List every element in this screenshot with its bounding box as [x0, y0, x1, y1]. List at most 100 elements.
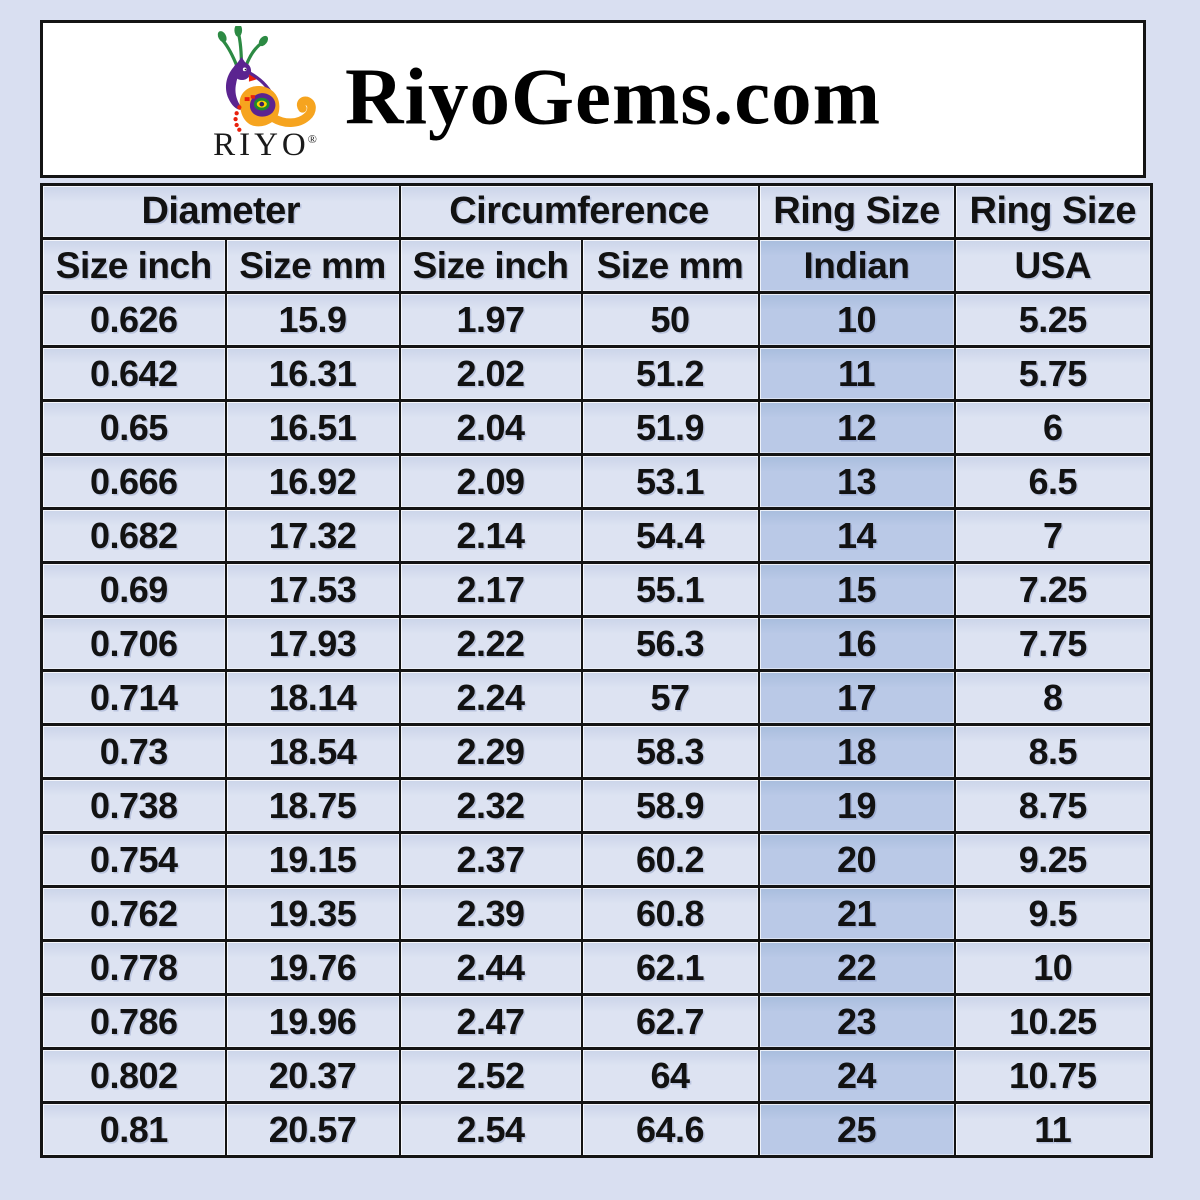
table-cell: 0.73 [40, 723, 227, 780]
table-cell: 0.786 [40, 993, 227, 1050]
table-cell: 18.14 [224, 669, 401, 726]
table-cell: 0.666 [40, 453, 227, 510]
table-cell: 9.25 [953, 831, 1153, 888]
table-cell: 0.754 [40, 831, 227, 888]
table-cell: 6 [953, 399, 1153, 456]
table-cell: 2.52 [398, 1047, 583, 1104]
table-row: 0.69 17.53 2.17 55.1 15 7.25 [40, 561, 1153, 618]
logo-brand: RIYO [213, 127, 310, 163]
table-cell: 51.9 [580, 399, 760, 456]
table-cell: 50 [580, 291, 760, 348]
table-cell: 8.5 [953, 723, 1153, 780]
header-banner: RIYO® RiyoGems.com [40, 20, 1146, 178]
table-row: 0.65 16.51 2.04 51.9 12 6 [40, 399, 1153, 456]
table-body: 0.626 15.9 1.97 50 10 5.25 0.642 16.31 2.02 51.2 1… [40, 291, 1153, 1158]
table-cell: 17 [757, 669, 956, 726]
registered-mark: ® [307, 132, 317, 146]
table-cell: 2.04 [398, 399, 583, 456]
table-row: 0.802 20.37 2.52 64 24 10.75 [40, 1047, 1153, 1104]
table-cell: 10 [757, 291, 956, 348]
table-cell: 64.6 [580, 1101, 760, 1158]
table-cell: 0.642 [40, 345, 227, 402]
column-header-indian: Indian [757, 237, 956, 294]
table-cell: 2.02 [398, 345, 583, 402]
table-cell: 20.57 [224, 1101, 401, 1158]
table-cell: 51.2 [580, 345, 760, 402]
table-cell: 62.7 [580, 993, 760, 1050]
table-cell: 25 [757, 1101, 956, 1158]
table-cell: 17.93 [224, 615, 401, 672]
table-cell: 2.39 [398, 885, 583, 942]
table-cell: 60.8 [580, 885, 760, 942]
group-header-row: Diameter Circumference Ring Size Ring Si… [40, 183, 1153, 240]
table-cell: 0.802 [40, 1047, 227, 1104]
table-cell: 16.31 [224, 345, 401, 402]
table-cell: 53.1 [580, 453, 760, 510]
table-cell: 11 [953, 1101, 1153, 1158]
table-cell: 6.5 [953, 453, 1153, 510]
table-row: 0.73 18.54 2.29 58.3 18 8.5 [40, 723, 1153, 780]
table-cell: 2.14 [398, 507, 583, 564]
table-cell: 55.1 [580, 561, 760, 618]
table-cell: 1.97 [398, 291, 583, 348]
table-cell: 18 [757, 723, 956, 780]
table-cell: 16.51 [224, 399, 401, 456]
table-cell: 22 [757, 939, 956, 996]
table-cell: 10.75 [953, 1047, 1153, 1104]
column-header-diameter-mm: Size mm [224, 237, 401, 294]
group-header-diameter: Diameter [40, 183, 401, 240]
table-cell: 17.32 [224, 507, 401, 564]
table-cell: 58.9 [580, 777, 760, 834]
table-cell: 57 [580, 669, 760, 726]
table-cell: 2.29 [398, 723, 583, 780]
table-cell: 10 [953, 939, 1153, 996]
table-cell: 60.2 [580, 831, 760, 888]
table-cell: 12 [757, 399, 956, 456]
table-cell: 18.54 [224, 723, 401, 780]
table-cell: 19.76 [224, 939, 401, 996]
table-row: 0.714 18.14 2.24 57 17 8 [40, 669, 1153, 726]
table-cell: 13 [757, 453, 956, 510]
table-cell: 23 [757, 993, 956, 1050]
table-cell: 0.706 [40, 615, 227, 672]
table-cell: 5.75 [953, 345, 1153, 402]
table-cell: 20 [757, 831, 956, 888]
table-cell: 24 [757, 1047, 956, 1104]
table-cell: 7.75 [953, 615, 1153, 672]
table-cell: 2.37 [398, 831, 583, 888]
site-title: RiyoGems.com [345, 51, 882, 142]
table-cell: 0.81 [40, 1101, 227, 1158]
table-row: 0.762 19.35 2.39 60.8 21 9.5 [40, 885, 1153, 942]
table-cell: 2.44 [398, 939, 583, 996]
table-cell: 0.714 [40, 669, 227, 726]
table-cell: 2.24 [398, 669, 583, 726]
table-cell: 2.32 [398, 777, 583, 834]
table-cell: 7.25 [953, 561, 1153, 618]
table-cell: 9.5 [953, 885, 1153, 942]
table-cell: 2.17 [398, 561, 583, 618]
table-cell: 0.762 [40, 885, 227, 942]
table-cell: 20.37 [224, 1047, 401, 1104]
table-cell: 56.3 [580, 615, 760, 672]
group-header-circumference: Circumference [398, 183, 760, 240]
table-cell: 2.54 [398, 1101, 583, 1158]
table-row: 0.778 19.76 2.44 62.1 22 10 [40, 939, 1153, 996]
logo-brand-text: RIYO® [185, 129, 345, 162]
table-cell: 18.75 [224, 777, 401, 834]
ring-size-table: Diameter Circumference Ring Size Ring Si… [40, 183, 1154, 1158]
table-row: 0.786 19.96 2.47 62.7 23 10.25 [40, 993, 1153, 1050]
table-cell: 8 [953, 669, 1153, 726]
table-cell: 14 [757, 507, 956, 564]
table-cell: 19 [757, 777, 956, 834]
table-cell: 17.53 [224, 561, 401, 618]
table-row: 0.81 20.57 2.54 64.6 25 11 [40, 1101, 1153, 1158]
table-cell: 0.778 [40, 939, 227, 996]
table-row: 0.642 16.31 2.02 51.2 11 5.75 [40, 345, 1153, 402]
table-cell: 2.47 [398, 993, 583, 1050]
table-row: 0.738 18.75 2.32 58.9 19 8.75 [40, 777, 1153, 834]
table-cell: 2.09 [398, 453, 583, 510]
table-cell: 16.92 [224, 453, 401, 510]
table-cell: 10.25 [953, 993, 1153, 1050]
table-cell: 0.738 [40, 777, 227, 834]
